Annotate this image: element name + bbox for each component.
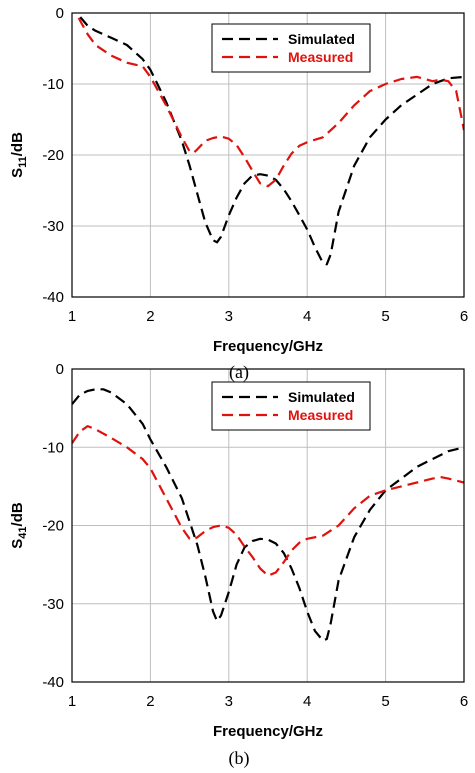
- x-tick-label: 3: [225, 308, 233, 325]
- y-tick-label: -10: [42, 76, 64, 93]
- plot-area: [71, 12, 465, 298]
- legend: Simulated Measured: [211, 23, 371, 73]
- series-line-simulated: [76, 13, 464, 266]
- x-tick-label: 2: [146, 308, 154, 325]
- legend-box: [211, 381, 371, 431]
- y-tick-label: -30: [42, 596, 64, 613]
- y-axis-label: S11/dB: [9, 132, 29, 178]
- y-tick-label: 0: [56, 5, 64, 22]
- legend-box: [211, 23, 371, 73]
- series-line-measured: [72, 425, 464, 577]
- y-tick-label: -20: [42, 147, 64, 164]
- legend: Simulated Measured: [211, 381, 371, 431]
- legend-label: Measured: [288, 49, 353, 65]
- x-tick-label: 2: [146, 693, 154, 710]
- x-tick-label: 4: [303, 308, 311, 325]
- legend-label: Simulated: [288, 389, 355, 405]
- chart-a: 1 2 3 4 5 6 0 -10 -20 -30 -40 Frequency/GHz S11/dB Si…: [9, 5, 468, 383]
- legend-label: Simulated: [288, 31, 355, 47]
- x-tick-label: 4: [303, 693, 311, 710]
- x-tick-label: 1: [68, 308, 76, 325]
- plot-area: [71, 368, 465, 683]
- x-tick-label: 3: [225, 693, 233, 710]
- y-tick-label: -30: [42, 218, 64, 235]
- figure-caption: (b): [229, 748, 250, 769]
- y-tick-label: -40: [42, 674, 64, 691]
- x-tick-label: 1: [68, 693, 76, 710]
- series-line-simulated: [72, 388, 464, 642]
- x-tick-label: 5: [381, 693, 389, 710]
- x-tick-label: 5: [381, 308, 389, 325]
- series-line-measured: [75, 13, 464, 188]
- y-tick-label: -20: [42, 518, 64, 535]
- y-tick-label: 0: [56, 361, 64, 378]
- y-tick-label: -40: [42, 289, 64, 306]
- y-tick-label: -10: [42, 439, 64, 456]
- y-axis-label: S41/dB: [9, 502, 29, 549]
- legend-label: Measured: [288, 407, 353, 423]
- x-tick-label: 6: [460, 308, 468, 325]
- figure-caption: (a): [229, 362, 249, 383]
- x-axis-label: Frequency/GHz: [213, 723, 323, 740]
- chart-b: 1 2 3 4 5 6 0 -10 -20 -30 -40 Frequency/GHz S41/dB Si…: [9, 361, 468, 769]
- x-axis-label: Frequency/GHz: [213, 338, 323, 355]
- x-tick-label: 6: [460, 693, 468, 710]
